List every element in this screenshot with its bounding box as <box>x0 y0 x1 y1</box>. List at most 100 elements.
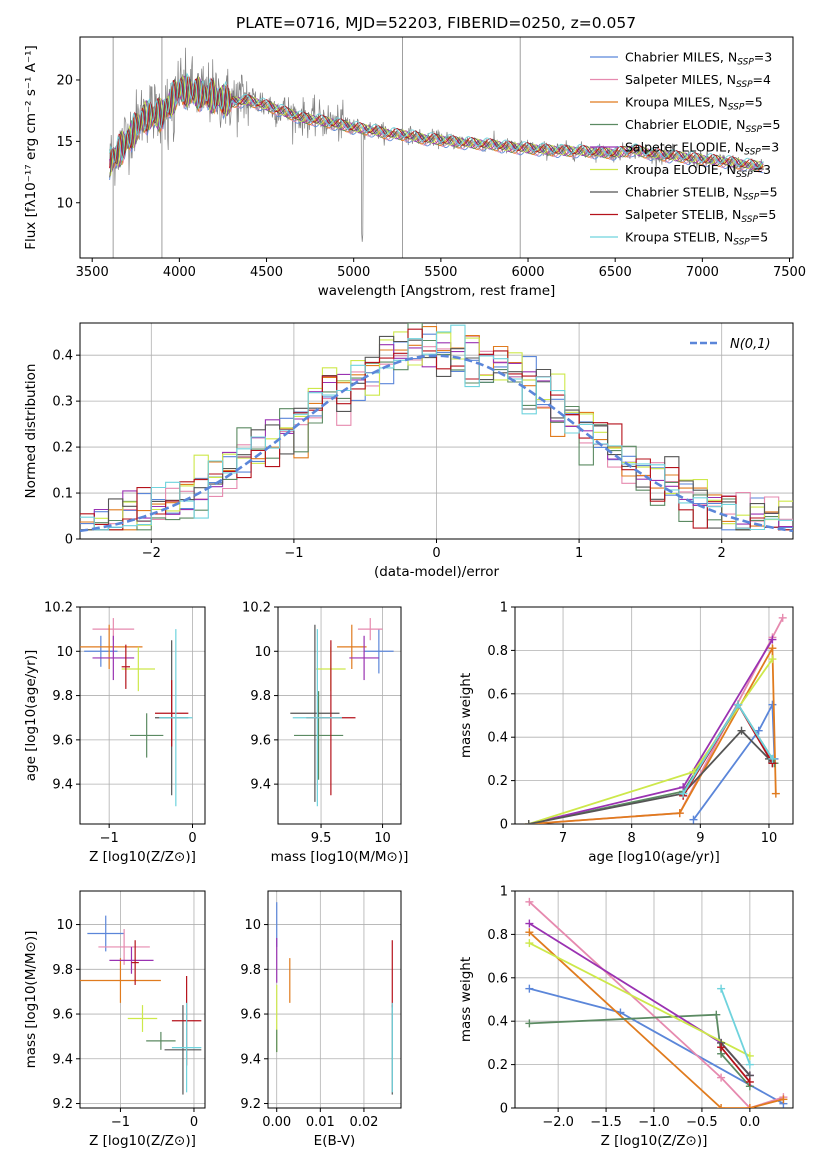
y-tick-label: 0.2 <box>487 1058 508 1073</box>
age-vs-Z-panel: −1 0 9.4 9.6 9.8 10 10.2 Z [log10(Z/Z⊙)] age [lo… <box>23 601 206 865</box>
x-tick-label: 7500 <box>773 265 806 280</box>
y-tick-label: 9.8 <box>52 689 73 704</box>
legend-subscript: SSP <box>733 238 750 248</box>
x-tick-label: 0.0 <box>740 1115 761 1130</box>
legend-nssp: =3 <box>753 162 771 177</box>
y-tick-label: 0 <box>65 533 73 548</box>
legend-label: Kroupa MILES, NSSP=5 <box>625 95 763 113</box>
legend-label: Salpeter STELIB, NSSP=5 <box>625 207 776 225</box>
y-tick-label: 1 <box>500 601 508 616</box>
y-tick-label: 9.6 <box>52 1008 73 1023</box>
legend-label: Kroupa STELIB, NSSP=5 <box>625 230 768 248</box>
legend-model-name: Salpeter ELODIE, N <box>625 140 744 155</box>
series-line <box>528 901 784 1108</box>
y-tick-label: 0.8 <box>487 928 508 943</box>
x-tick-label: −1 <box>111 1115 130 1130</box>
y-tick-label: 10 <box>254 645 271 660</box>
y-tick-label: 9.4 <box>52 1052 73 1067</box>
y-tick-label: 1 <box>500 885 508 900</box>
legend-label: Salpeter MILES, NSSP=4 <box>625 72 771 90</box>
series-line <box>528 942 751 1057</box>
y-tick-label: 9.4 <box>250 778 271 793</box>
y-tick-label: 0.4 <box>52 349 73 364</box>
axes-frame <box>277 606 402 825</box>
legend-model-name: Salpeter MILES, N <box>625 72 736 87</box>
x-axis-label: Z [log10(Z/Z⊙)] <box>89 1133 196 1149</box>
mass-vs-Z-panel: −1 0 9.2 9.4 9.6 9.8 10 Z [log10(Z/Z⊙)] mass [lo… <box>23 890 206 1149</box>
massweight-vs-Z-plot-area <box>525 897 788 1108</box>
x-tick-label: 9.5 <box>311 831 332 846</box>
x-tick-label: 0.02 <box>349 1115 378 1130</box>
legend-subscript: SSP <box>736 80 753 90</box>
x-tick-label: 3500 <box>76 265 109 280</box>
x-tick-label: 0.01 <box>306 1115 335 1130</box>
x-axis-label: (data-model)/error <box>374 564 500 580</box>
legend-label: Chabrier STELIB, NSSP=5 <box>625 185 778 203</box>
y-tick-label: 0.8 <box>487 644 508 659</box>
x-tick-label: 6000 <box>511 265 544 280</box>
legend-model-name: Kroupa ELODIE, N <box>625 162 736 177</box>
x-axis-label: Z [log10(Z/Z⊙)] <box>89 849 196 865</box>
legend-label: Kroupa ELODIE, NSSP=3 <box>625 162 771 180</box>
x-tick-label: 0 <box>190 1115 198 1130</box>
x-tick-label: 9 <box>696 831 704 846</box>
x-tick-label: 2 <box>718 546 726 561</box>
y-tick-label: 9.4 <box>52 778 73 793</box>
y-tick-label: 0.4 <box>487 1015 508 1030</box>
y-tick-label: 9.6 <box>250 733 271 748</box>
x-tick-label: 1 <box>575 546 583 561</box>
y-tick-label: 0.4 <box>487 731 508 746</box>
histogram-step <box>80 328 793 531</box>
legend-nssp: =5 <box>759 185 777 200</box>
legend-subscript: SSP <box>741 215 758 225</box>
age-vs-Z-plot-area <box>80 618 193 807</box>
y-tick-label: 15 <box>56 135 73 150</box>
series-line <box>720 1042 751 1077</box>
x-tick-label: 0 <box>188 831 196 846</box>
massweight-vs-Z-panel: −2.0 −1.5 −1.0 −0.5 0.0 0 0.2 0.4 0.6 0.8 1 Z [log1… <box>458 885 794 1149</box>
x-tick-label: 7000 <box>686 265 719 280</box>
x-axis-label: Z [log10(Z/Z⊙)] <box>601 1133 708 1149</box>
series-line <box>528 931 784 1108</box>
x-tick-label: −2.0 <box>542 1115 574 1130</box>
y-tick-label: 0.6 <box>487 971 508 986</box>
x-tick-label: −2 <box>142 546 161 561</box>
residuals-panel: −2 −1 0 1 2 0 0.1 0.2 0.3 0.4 (data-model)/error No… <box>23 322 794 580</box>
x-axis-label: wavelength [Angstrom, rest frame] <box>318 283 556 299</box>
normal-legend-label: N(0,1) <box>730 337 771 352</box>
legend-nssp: =5 <box>758 207 776 222</box>
series-line <box>529 1013 751 1087</box>
legend-model-name: Kroupa STELIB, N <box>625 230 733 245</box>
series-line <box>528 729 774 824</box>
normal-curve <box>80 354 793 533</box>
y-tick-label: 0.6 <box>487 687 508 702</box>
y-tick-label: 9.6 <box>240 1008 261 1023</box>
x-tick-label: −1 <box>284 546 303 561</box>
mass-vs-ebv-plot-area <box>276 902 393 1095</box>
series-line <box>528 644 777 824</box>
x-tick-label: 0.00 <box>262 1115 291 1130</box>
y-tick-label: 0.2 <box>487 774 508 789</box>
histogram-step <box>80 333 793 531</box>
y-tick-label: 0 <box>500 1102 508 1117</box>
y-tick-label: 10 <box>56 645 73 660</box>
legend-model-name: Chabrier MILES, N <box>625 50 737 65</box>
legend-nssp: =5 <box>750 230 768 245</box>
series-line <box>720 1046 751 1083</box>
age-vs-mass-panel: 9.5 10 9.4 9.6 9.8 10 10.2 mass [log10(M/M⊙)] <box>242 601 408 866</box>
x-tick-label: 4000 <box>163 265 196 280</box>
residuals-plot-area <box>80 323 793 533</box>
legend-model-name: Chabrier STELIB, N <box>625 185 743 200</box>
x-tick-label: 8 <box>628 831 636 846</box>
series-line <box>528 639 774 824</box>
x-tick-label: 10 <box>374 831 391 846</box>
massweight-vs-age-plot-area <box>524 613 787 824</box>
legend-nssp: =4 <box>753 72 771 87</box>
axes-frame <box>79 606 206 825</box>
y-tick-label: 9.2 <box>52 1097 73 1112</box>
legend-subscript: SSP <box>745 125 762 135</box>
y-tick-label: 10 <box>56 196 73 211</box>
x-tick-label: 5000 <box>337 265 370 280</box>
legend-model-name: Chabrier ELODIE, N <box>625 117 745 132</box>
